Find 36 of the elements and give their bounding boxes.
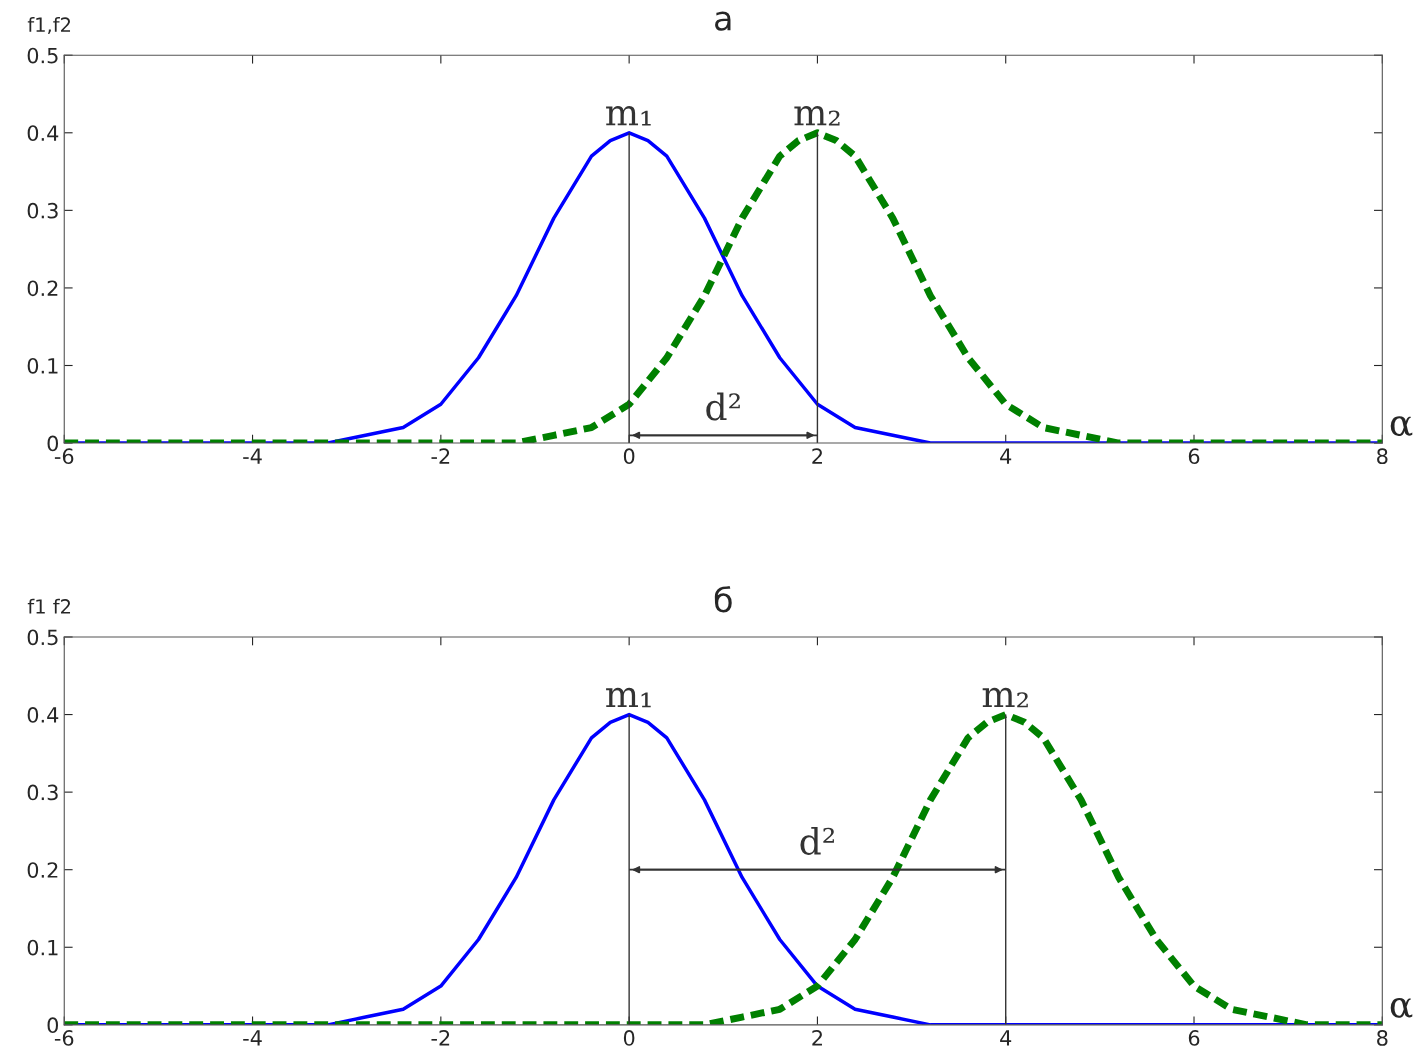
y-axis-title: f1,f2 (27, 17, 71, 35)
x-tick-label: 4 (1000, 448, 1012, 464)
x-tick-label: -2 (431, 448, 450, 464)
y-axis-title: f1 f2 (27, 598, 71, 614)
x-tick-label: 0 (623, 1030, 635, 1046)
ref-line-label: m₂ (982, 687, 1028, 708)
y-tick-label: 0.3 (27, 202, 58, 219)
x-tick-label: -4 (243, 448, 262, 464)
y-tick-label: 0.1 (27, 939, 58, 956)
x-tick-label: 4 (1000, 1030, 1012, 1046)
ref-line-label: d² (800, 826, 834, 855)
y-tick-label: 0.2 (27, 280, 58, 297)
y-tick-label: 0.4 (27, 707, 59, 723)
x-tick-label: -2 (431, 1030, 450, 1046)
ref-line-label: d² (706, 392, 740, 421)
y-tick-label: 0.5 (27, 47, 58, 64)
x-axis-title: α (1390, 998, 1413, 1018)
chart-title: а (715, 11, 731, 31)
x-tick-label: 8 (1377, 448, 1388, 465)
x-tick-label: 2 (812, 448, 822, 464)
y-tick-label: 0.5 (27, 629, 58, 646)
y-tick-label: 0.4 (27, 125, 59, 141)
x-tick-label: -4 (243, 1030, 262, 1046)
ref-line-label: m₁ (606, 106, 651, 126)
chart-title: б (714, 586, 732, 613)
y-tick-label: 0.3 (27, 784, 58, 801)
x-tick-label: 6 (1188, 1030, 1200, 1046)
x-tick-label: 8 (1377, 1030, 1388, 1046)
ref-line-label: m₂ (794, 106, 840, 126)
ref-line-label: m₁ (606, 687, 651, 708)
y-tick-label: 0.1 (27, 357, 58, 374)
x-tick-label: 6 (1188, 448, 1200, 465)
y-tick-label: 0.2 (27, 862, 58, 878)
x-tick-label: 0 (623, 448, 635, 465)
x-axis-title: α (1390, 416, 1413, 436)
x-tick-label: 2 (812, 1030, 822, 1046)
